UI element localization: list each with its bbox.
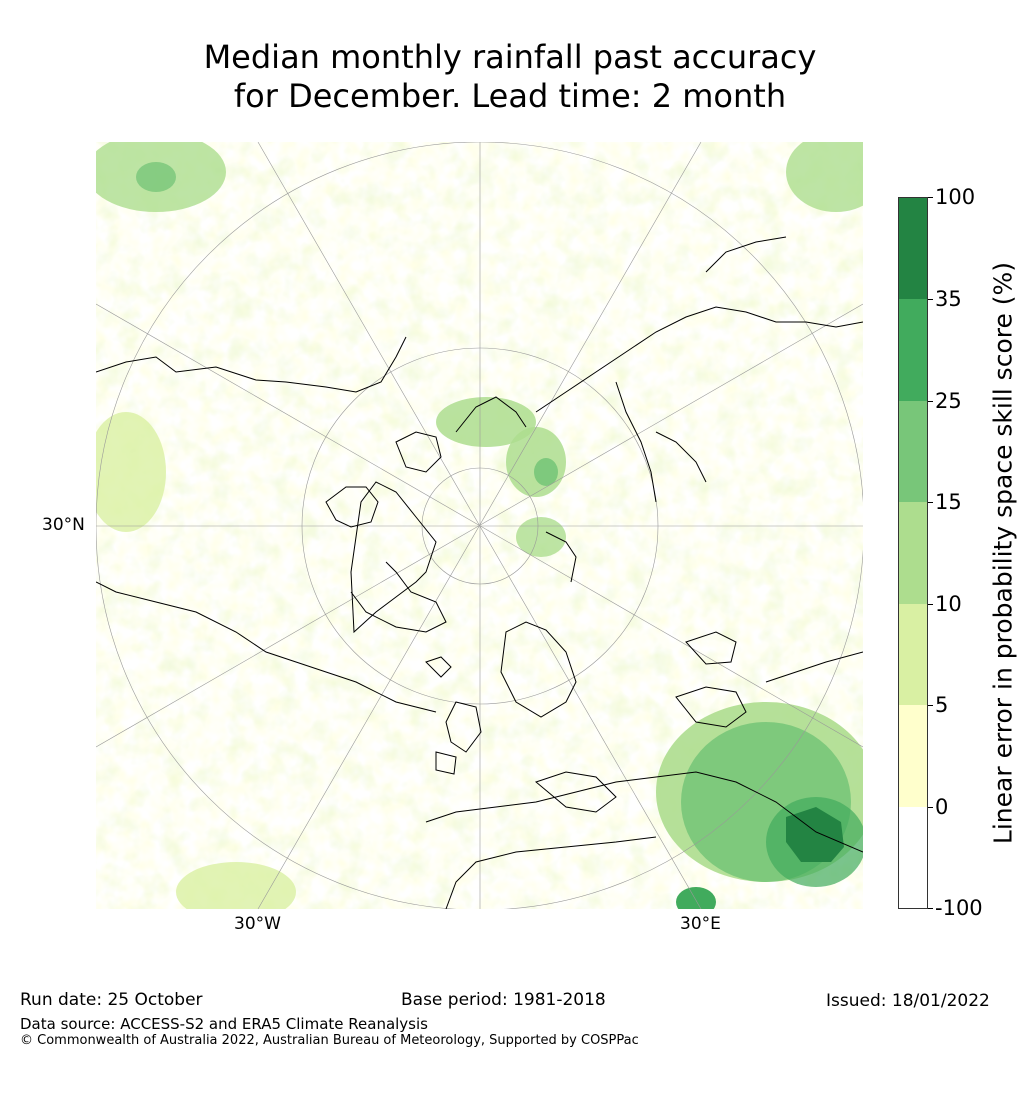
colorbar-tickmark [928,908,933,909]
polar-map [96,142,863,909]
graticule [96,142,863,909]
colorbar-tick-label: -100 [935,896,983,920]
data-source: Data source: ACCESS-S2 and ERA5 Climate … [20,1015,428,1033]
high-skill-regions [96,142,863,909]
colorbar-bin-0-5 [898,705,928,807]
lat-label-30n: 30°N [42,515,85,535]
base-period: Base period: 1981-2018 [401,990,606,1010]
colorbar-tick-label: 0 [935,795,949,819]
copyright-notice: © Commonwealth of Australia 2022, Austra… [20,1033,639,1048]
colorbar-bin-25-35 [898,299,928,401]
title-line-1: Median monthly rainfall past accuracy [203,38,817,76]
colorbar-tickmark [928,299,933,300]
issued-date: Issued: 18/01/2022 [826,991,990,1011]
colorbar-tickmark [928,705,933,706]
colorbar-title: Linear error in probability space skill … [988,261,1018,845]
colorbar-tick-label: 15 [935,490,962,514]
colorbar-tickmark [928,604,933,605]
colorbar-tickmark [928,401,933,402]
coastlines [96,236,863,909]
colorbar-bin-15-25 [898,401,928,502]
lon-label-30w: 30°W [234,914,281,934]
map-canvas [96,142,863,909]
title-line-2: for December. Lead time: 2 month [233,77,787,115]
colorbar-tickmark [928,502,933,503]
colorbar-bin-neg100-0 [898,807,928,909]
colorbar-bin-5-10 [898,604,928,705]
colorbar-tick-label: 100 [935,185,976,209]
chart-title: Median monthly rainfall past accuracy fo… [0,38,1020,116]
colorbar-bin-10-15 [898,502,928,604]
colorbar-bin-35-100 [898,197,928,299]
colorbar-tick-label: 25 [935,389,962,413]
colorbar-tick-label: 10 [935,592,962,616]
colorbar-tickmark [928,807,933,808]
colorbar-frame [898,197,928,909]
colorbar-tickmark [928,197,933,198]
colorbar-tick-label: 5 [935,693,949,717]
colorbar-tick-label: 35 [935,287,962,311]
run-date: Run date: 25 October [20,990,203,1010]
colorbar [898,197,928,909]
lon-label-30e: 30°E [680,914,721,934]
